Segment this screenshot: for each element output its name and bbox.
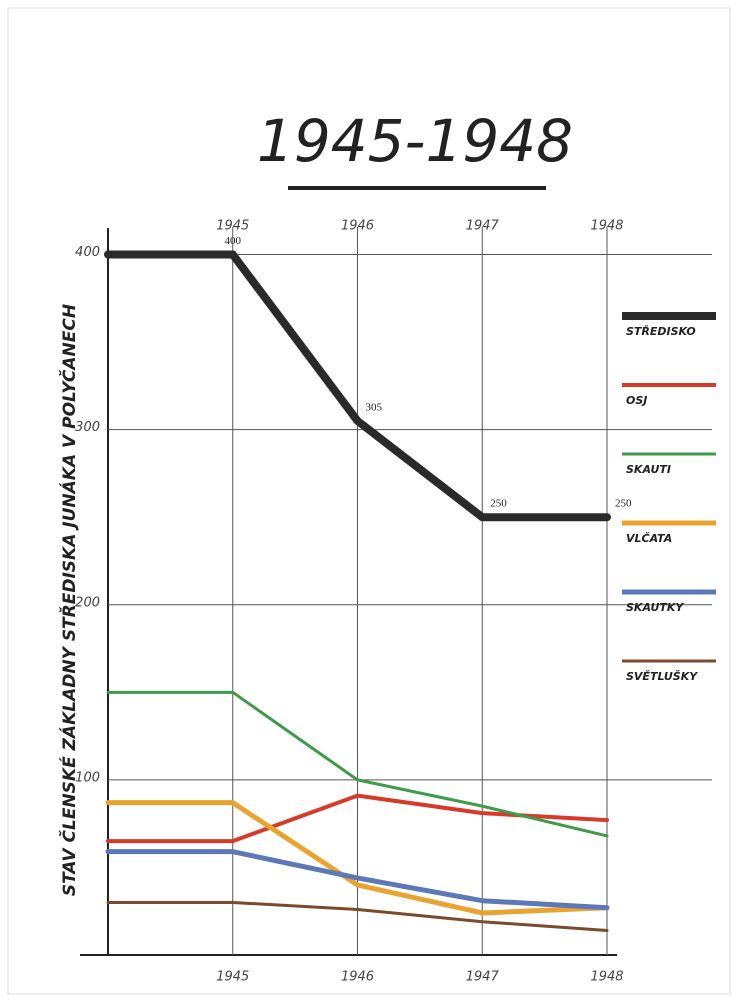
series-line [228,250,611,522]
x-tick-label-bottom: 1946 [341,970,374,985]
series-line [231,690,609,838]
data-label: 305 [366,401,383,413]
x-tick-label-bottom: 1947 [466,970,500,985]
y-axis-label: STAV ČLENSKÉ ZÁKLADNY STŘEDISKA JUNÁKA V… [58,304,80,896]
legend-label: STŘEDISKO [626,324,696,338]
paper [7,7,731,995]
x-tick-label-bottom: 1948 [590,970,623,985]
series-line [230,800,610,916]
legend-label: OSJ [626,394,647,407]
legend-label: SKAUTKY [626,601,684,614]
y-tick-label: 200 [75,595,100,610]
series-line [231,900,609,932]
y-tick-label: 300 [75,420,100,435]
x-tick-label-bottom: 1945 [216,970,249,985]
legend-label: SVĚTLUŠKY [626,669,698,683]
x-tick-label-top: 1947 [466,219,500,234]
data-label: 250 [615,498,632,510]
x-tick-label-top: 1948 [590,219,623,234]
x-tick-label-top: 1945 [216,219,249,234]
x-tick-label-top: 1946 [341,219,374,234]
data-label: 250 [490,498,507,510]
legend-label: SKAUTI [626,463,671,476]
series-line [230,849,610,911]
y-tick-label: 400 [75,245,100,260]
data-label: 400 [225,235,242,247]
y-tick-label: 100 [75,770,100,785]
series-line [230,793,609,844]
chart-title: 1945-1948 [257,107,573,175]
legend-label: VLČATA [626,531,672,545]
